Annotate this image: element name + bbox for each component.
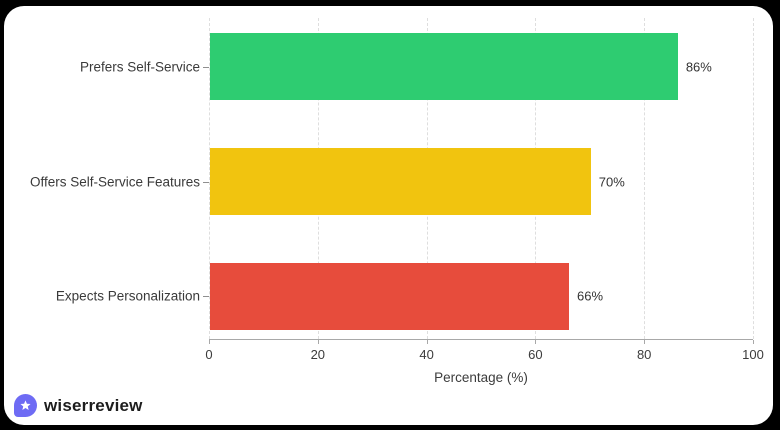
- chart-card: 0 20 40 60 80 100 Prefers Self-Service 86% Offer…: [4, 6, 773, 425]
- bar-value-label: 86%: [685, 59, 712, 74]
- bar-value-label: 66%: [577, 288, 604, 304]
- x-tick-label-20: 20: [310, 347, 326, 362]
- bar-chart: 0 20 40 60 80 100 Prefers Self-Service 86% Offer…: [4, 6, 773, 425]
- x-tick-label-40: 40: [419, 347, 434, 362]
- brand-star-icon: [14, 394, 37, 417]
- x-tick-100: [753, 340, 754, 344]
- category-label: Expects Personalization: [55, 288, 200, 304]
- x-axis-line: [209, 339, 753, 340]
- x-tick-20: [317, 340, 319, 344]
- x-tick-label-80: 80: [636, 347, 652, 362]
- category-label: Offers Self-Service Features: [29, 174, 200, 189]
- x-tick-60: [535, 340, 537, 344]
- bar-0: [210, 33, 678, 100]
- gridline-x100: [753, 18, 754, 339]
- category-label: Prefers Self-Service: [79, 59, 200, 74]
- x-tick-40: [426, 340, 428, 344]
- category-tick: [203, 296, 209, 297]
- x-tick-label-0: 0: [205, 347, 213, 362]
- x-tick-label-60: 60: [528, 347, 543, 362]
- gridline-x0: [209, 18, 210, 339]
- x-tick-label-100: 100: [742, 347, 764, 362]
- bar-1: [210, 148, 591, 215]
- bar-value-label: 70%: [598, 174, 625, 189]
- gridline-x80: [644, 18, 646, 339]
- brand-footer: wiserreview: [14, 394, 143, 417]
- category-tick: [203, 66, 209, 68]
- category-tick: [203, 181, 209, 183]
- brand-name: wiserreview: [44, 395, 143, 415]
- x-axis-title: Percentage (%): [434, 370, 528, 385]
- x-tick-80: [644, 340, 646, 344]
- bar-2: [210, 262, 570, 330]
- x-tick-0: [209, 340, 210, 344]
